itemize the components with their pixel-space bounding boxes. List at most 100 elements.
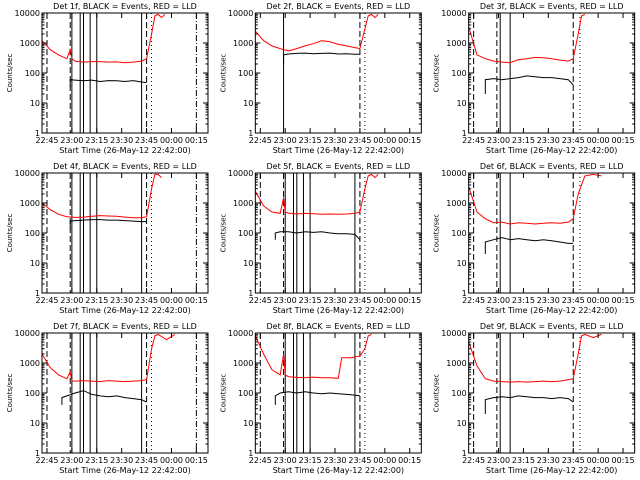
chart-panel-4: Det 4f, BLACK = Events, RED = LLD 1 10 100 1… [6, 162, 209, 315]
x-tick-label: 23:00 [274, 456, 297, 465]
plot-frame [468, 332, 636, 454]
x-tick-label: 23:30 [110, 456, 133, 465]
x-tick-label: 23:30 [110, 296, 133, 305]
y-tick-label: 1000 [233, 39, 253, 48]
events-series-line [484, 395, 574, 414]
events-series-line [274, 391, 360, 405]
x-tick-label: 23:45 [348, 136, 371, 145]
chart-panel-1: Det 1f, BLACK = Events, RED = LLD 1 10 100 1… [6, 2, 209, 155]
y-tick-label: 10000 [228, 329, 253, 338]
x-axis-title: Start Time (26-May-12 22:42:00) [273, 146, 404, 155]
x-tick-label: 23:00 [60, 456, 83, 465]
y-axis-title: Counts/sec [219, 374, 227, 413]
y-tick-label: 10 [456, 99, 466, 108]
panel-title: Det 9f, BLACK = Events, RED = LLD [480, 322, 624, 331]
y-axis-title: Counts/sec [219, 214, 227, 253]
x-tick-label: 22:45 [462, 296, 485, 305]
x-tick-label: 23:30 [323, 296, 346, 305]
chart-panel-6: Det 6f, BLACK = Events, RED = LLD 1 10 100 1… [433, 162, 636, 315]
panel-title: Det 6f, BLACK = Events, RED = LLD [480, 162, 624, 171]
lld-series-line [254, 13, 379, 52]
x-tick-label: 00:00 [373, 136, 396, 145]
y-tick-label: 10 [243, 99, 253, 108]
x-tick-label: 23:45 [348, 296, 371, 305]
y-tick-label: 1 [35, 289, 40, 298]
lld-series-line [41, 333, 176, 383]
x-tick-label: 23:15 [85, 456, 108, 465]
lld-series-line [254, 333, 372, 379]
x-tick-label: 23:00 [60, 136, 83, 145]
events-series-line [484, 75, 574, 94]
chart-panel-2: Det 2f, BLACK = Events, RED = LLD 1 10 100 1… [219, 2, 422, 155]
y-tick-label: 1000 [233, 199, 253, 208]
x-tick-label: 23:30 [323, 136, 346, 145]
y-tick-label: 10 [456, 419, 466, 428]
x-tick-label: 23:15 [299, 456, 322, 465]
x-tick-label: 00:15 [185, 456, 208, 465]
y-tick-label: 1 [462, 129, 467, 138]
x-tick-label: 23:15 [299, 136, 322, 145]
x-tick-label: 22:45 [462, 136, 485, 145]
y-tick-label: 10 [30, 259, 40, 268]
lld-series-line [254, 173, 379, 215]
y-axis-title: Counts/sec [433, 214, 441, 253]
panel-title: Det 2f, BLACK = Events, RED = LLD [267, 2, 411, 11]
chart-panel-3: Det 3f, BLACK = Events, RED = LLD 1 10 100 1… [433, 2, 636, 155]
lld-series-line [41, 173, 162, 219]
x-tick-label: 00:15 [185, 136, 208, 145]
y-tick-label: 1 [248, 449, 253, 458]
chart-panel-8: Det 8f, BLACK = Events, RED = LLD 1 10 100 1… [219, 322, 422, 475]
x-tick-label: 23:00 [274, 296, 297, 305]
panel-title: Det 4f, BLACK = Events, RED = LLD [53, 162, 197, 171]
events-series-line [69, 79, 147, 87]
x-tick-label: 23:00 [60, 296, 83, 305]
y-tick-label: 1 [35, 449, 40, 458]
y-tick-label: 10 [456, 259, 466, 268]
x-tick-label: 23:15 [512, 296, 535, 305]
x-tick-label: 22:45 [249, 456, 272, 465]
x-axis-title: Start Time (26-May-12 22:42:00) [486, 466, 617, 475]
y-axis-title: Counts/sec [6, 374, 14, 413]
x-tick-label: 00:00 [587, 296, 610, 305]
y-tick-label: 1000 [446, 199, 466, 208]
y-axis-title: Counts/sec [433, 374, 441, 413]
x-tick-label: 23:15 [85, 296, 108, 305]
x-tick-label: 23:45 [562, 296, 585, 305]
x-tick-label: 00:00 [160, 456, 183, 465]
x-tick-label: 00:15 [612, 296, 635, 305]
x-tick-label: 23:45 [135, 456, 158, 465]
y-tick-label: 1000 [233, 359, 253, 368]
x-tick-label: 23:15 [85, 136, 108, 145]
x-tick-label: 23:00 [487, 456, 510, 465]
panel-title: Det 8f, BLACK = Events, RED = LLD [267, 322, 411, 331]
events-series-line [283, 52, 360, 64]
x-tick-label: 23:15 [512, 456, 535, 465]
x-tick-label: 23:45 [135, 136, 158, 145]
y-tick-label: 100 [238, 389, 253, 398]
events-series-line [484, 237, 574, 254]
x-tick-label: 00:00 [587, 136, 610, 145]
lld-series-line [468, 173, 602, 225]
x-tick-label: 00:00 [373, 296, 396, 305]
x-tick-label: 23:45 [348, 456, 371, 465]
chart-panel-7: Det 7f, BLACK = Events, RED = LLD 1 10 100 1… [6, 322, 209, 475]
y-tick-label: 1 [35, 129, 40, 138]
x-tick-label: 23:30 [537, 136, 560, 145]
y-tick-label: 10 [243, 259, 253, 268]
y-tick-label: 10 [30, 99, 40, 108]
y-tick-label: 1 [462, 449, 467, 458]
y-tick-label: 1000 [20, 39, 40, 48]
y-tick-label: 10000 [228, 169, 253, 178]
y-tick-label: 1 [248, 289, 253, 298]
x-tick-label: 23:30 [537, 456, 560, 465]
y-tick-label: 10000 [441, 9, 466, 18]
x-tick-label: 23:00 [487, 136, 510, 145]
chart-panel-5: Det 5f, BLACK = Events, RED = LLD 1 10 100 1… [219, 162, 422, 315]
y-tick-label: 10000 [15, 9, 40, 18]
events-series-line [61, 390, 147, 405]
x-tick-label: 00:15 [398, 136, 421, 145]
y-tick-label: 100 [451, 69, 466, 78]
lld-series-line [41, 13, 166, 64]
y-tick-label: 100 [451, 389, 466, 398]
